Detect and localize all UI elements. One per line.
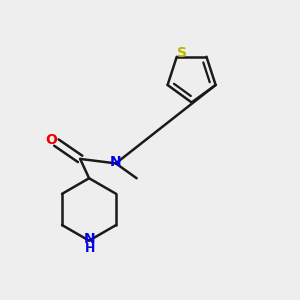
Text: H: H [85,242,95,256]
Text: N: N [110,155,122,170]
Text: O: O [45,133,57,147]
Text: N: N [84,232,96,246]
Text: S: S [177,46,187,60]
